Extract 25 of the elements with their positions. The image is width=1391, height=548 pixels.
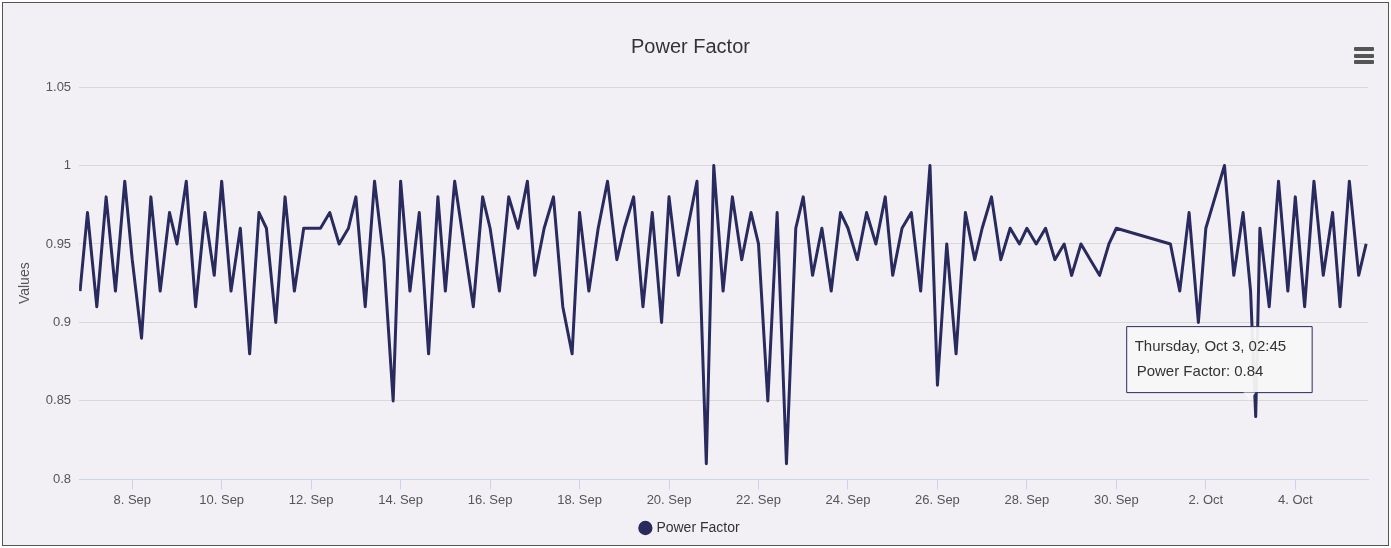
y-axis-title: Values [16,262,33,305]
x-tick-label: 2. Oct [1188,491,1224,507]
x-tick-label: 22. Sep [736,491,781,507]
x-tick-label: 30. Sep [1093,491,1139,507]
y-tick-label: 0.85 [45,392,72,408]
annotation: Thursday, Oct 3, 02:45 [1134,336,1287,354]
y-tick-label: 1 [63,157,72,173]
legend-label: Power Factor [656,518,740,535]
x-tick-label: 10. Sep [199,491,245,507]
x-tick-label: 4. Oct [1277,491,1314,507]
y-tick-label: 0.8 [53,470,72,486]
x-tick-label: 16. Sep [467,491,513,507]
x-tick-label: 26. Sep [915,491,960,507]
x-tick-label: 18. Sep [557,491,602,507]
x-tick-label: 24. Sep [825,491,871,507]
x-tick-label: 20. Sep [646,491,692,507]
annotation: Power Factor: 0.84 [1136,361,1264,379]
x-tick-label: 12. Sep [288,491,334,507]
x-tick-label: 14. Sep [378,491,424,507]
x-tick-label: 28. Sep [1004,491,1050,507]
x-tick-label: 8. Sep [113,491,152,507]
chart-title: Power Factor [631,34,751,57]
y-tick-label: 1.05 [45,78,72,94]
y-tick-label: 0.9 [53,314,72,330]
y-tick-label: 0.95 [45,235,72,251]
